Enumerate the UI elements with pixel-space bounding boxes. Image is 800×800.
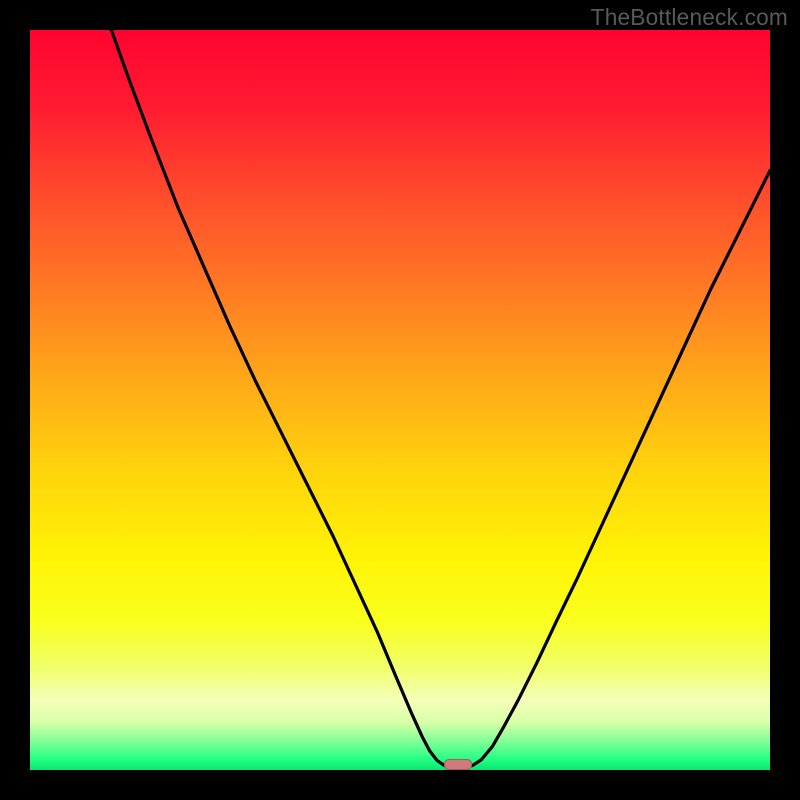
plot-frame — [30, 30, 770, 770]
watermark-text: TheBottleneck.com — [591, 4, 788, 31]
bottleneck-curve — [30, 30, 770, 770]
chart-canvas: TheBottleneck.com — [0, 0, 800, 800]
optimum-marker — [444, 759, 472, 770]
